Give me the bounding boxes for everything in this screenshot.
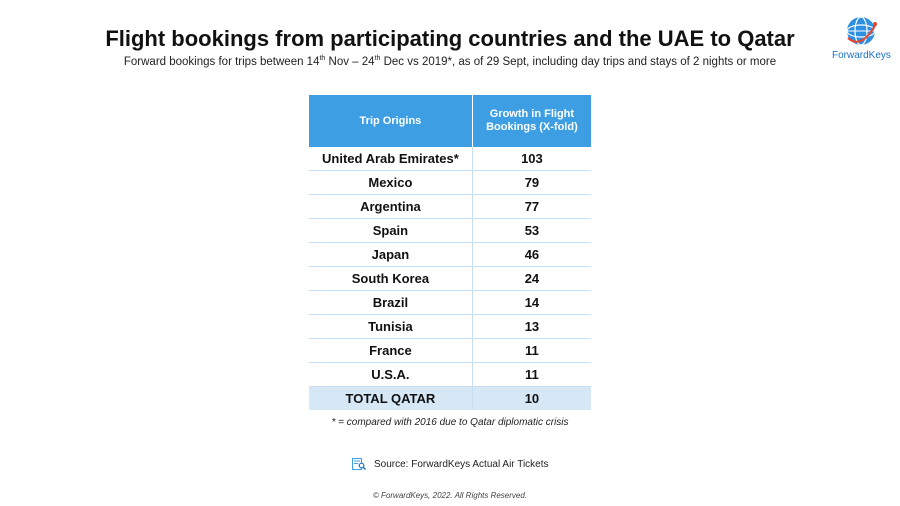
growth-cell: 11 (471, 362, 591, 387)
subtitle-text-2: Nov – 24 (325, 55, 375, 68)
growth-cell: 46 (471, 242, 591, 267)
total-row: TOTAL QATAR 10 (309, 386, 591, 410)
footnote: * = compared with 2016 due to Qatar dipl… (331, 417, 569, 428)
growth-cell: 14 (471, 290, 591, 315)
subtitle-text-1: Forward bookings for trips between 14 (123, 55, 320, 68)
table-row: South Korea 24 (309, 266, 591, 291)
table-row: U.S.A. 11 (309, 362, 591, 387)
growth-cell: 11 (471, 338, 591, 363)
subtitle-text-3: Dec vs 2019*, as of 29 Sept, including d… (380, 55, 777, 68)
growth-cell: 79 (471, 170, 591, 195)
column-header-trip-origins: Trip Origins (309, 95, 473, 147)
logo-text: ForwardKeys (832, 50, 891, 61)
trip-origin-cell: Tunisia (309, 314, 473, 339)
table-row: Argentina 77 (309, 194, 591, 219)
trip-origin-cell: South Korea (309, 266, 473, 291)
forwardkeys-logo: ForwardKeys (832, 14, 891, 66)
table-row: Brazil 14 (309, 290, 591, 315)
table-row: Japan 46 (309, 242, 591, 267)
table-row: Tunisia 13 (309, 314, 591, 339)
table-row: United Arab Emirates* 103 (309, 147, 591, 171)
bookings-table: Trip Origins Growth in Flight Bookings (… (309, 95, 591, 410)
growth-cell: 53 (471, 218, 591, 243)
subtitle-sup-1: th (319, 55, 326, 62)
globe-icon (846, 16, 877, 46)
table-row: Spain 53 (309, 218, 591, 243)
growth-cell: 24 (471, 266, 591, 291)
copyright: © ForwardKeys, 2022. All Rights Reserved… (372, 491, 528, 500)
total-label-cell: TOTAL QATAR (309, 386, 473, 410)
table-header-row: Trip Origins Growth in Flight Bookings (… (309, 95, 591, 147)
document-search-icon (352, 458, 366, 470)
trip-origin-cell: Brazil (309, 290, 473, 315)
trip-origin-cell: Mexico (309, 170, 473, 195)
column-header-growth: Growth in Flight Bookings (X-fold) (471, 95, 591, 147)
trip-origin-cell: Japan (309, 242, 473, 267)
table-row: France 11 (309, 338, 591, 363)
source-text: Source: ForwardKeys Actual Air Tickets (374, 458, 549, 470)
subtitle-sup-2: th (374, 55, 381, 62)
growth-cell: 13 (471, 314, 591, 339)
page-subtitle: Forward bookings for trips between 14th … (0, 55, 900, 68)
table-row: Mexico 79 (309, 170, 591, 195)
trip-origin-cell: U.S.A. (309, 362, 473, 387)
page-title: Flight bookings from participating count… (105, 26, 795, 51)
total-growth-cell: 10 (471, 386, 591, 410)
growth-cell: 77 (471, 194, 591, 219)
trip-origin-cell: United Arab Emirates* (309, 147, 473, 171)
source-line: Source: ForwardKeys Actual Air Tickets (352, 457, 549, 471)
growth-cell: 103 (471, 147, 591, 171)
trip-origin-cell: Spain (309, 218, 473, 243)
trip-origin-cell: Argentina (309, 194, 473, 219)
trip-origin-cell: France (309, 338, 473, 363)
table-body: United Arab Emirates* 103 Mexico 79 Argentin… (309, 147, 591, 410)
